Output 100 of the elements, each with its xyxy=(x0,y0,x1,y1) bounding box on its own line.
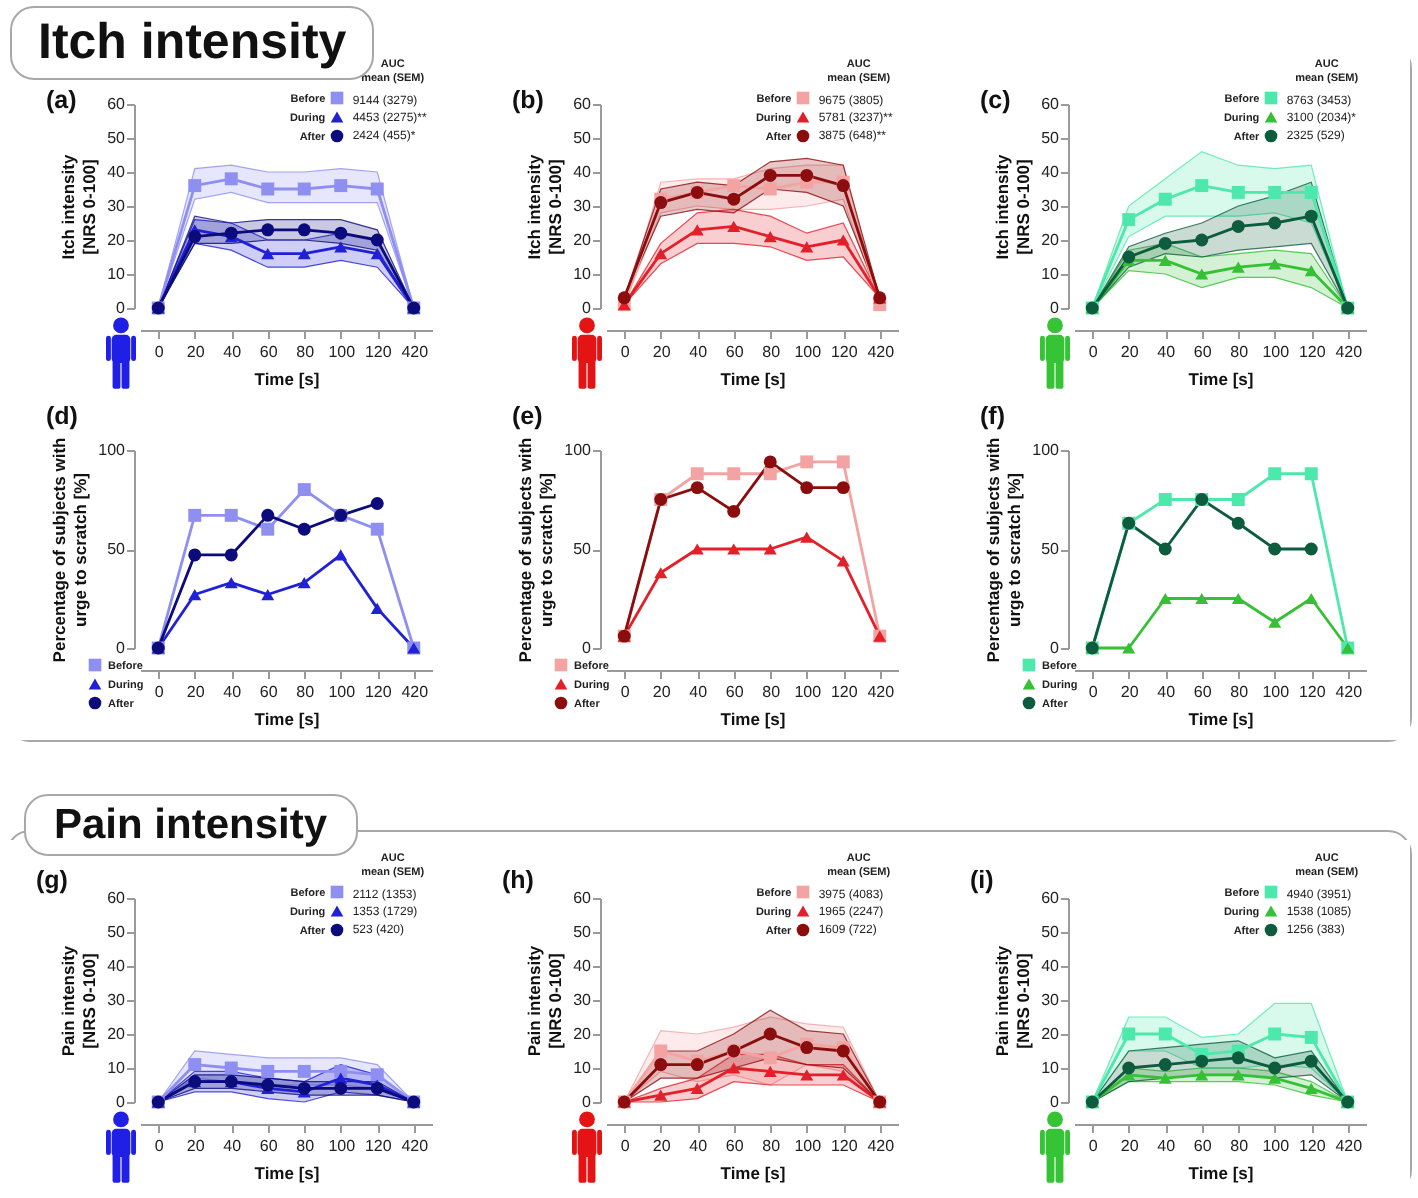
x-tick-label: 40 xyxy=(689,343,709,361)
y-tick-label: 60 xyxy=(1041,95,1061,113)
y-axis-title: Pain intensity [NRS 0-100] xyxy=(58,945,100,1057)
x-axis-title: Time [s] xyxy=(1188,369,1254,389)
x-tick-label: 0 xyxy=(154,1137,165,1155)
x-tick-label: 60 xyxy=(259,1137,279,1155)
y-tick-label: 10 xyxy=(1041,1059,1061,1077)
chart-title: (d) xyxy=(46,402,78,430)
y-axis-title: Itch intensity [NRS 0-100] xyxy=(524,154,566,260)
x-tick-label: 120 xyxy=(830,683,859,701)
x-tick-label: 20 xyxy=(1120,1137,1140,1155)
x-tick-label: 100 xyxy=(1262,1137,1291,1155)
x-tick-label: 40 xyxy=(223,1137,243,1155)
y-axis-title: Itch intensity [NRS 0-100] xyxy=(992,154,1034,260)
x-tick-label: 20 xyxy=(186,683,206,701)
y-tick-label: 50 xyxy=(107,129,127,147)
y-tick-label: 50 xyxy=(107,540,127,558)
x-tick-label: 120 xyxy=(364,343,393,361)
x-tick-label: 60 xyxy=(259,683,279,701)
x-tick-label: 420 xyxy=(401,1137,430,1155)
x-tick-label: 420 xyxy=(867,683,896,701)
x-tick-label: 40 xyxy=(1157,683,1177,701)
y-axis-title: Itch intensity [NRS 0-100] xyxy=(58,154,100,260)
x-tick-label: 120 xyxy=(364,683,393,701)
y-tick-label: 100 xyxy=(98,441,127,459)
y-tick-label: 50 xyxy=(573,540,593,558)
x-tick-label: 60 xyxy=(725,1137,745,1155)
y-tick-label: 100 xyxy=(564,441,593,459)
y-tick-label: 30 xyxy=(1041,991,1061,1009)
x-tick-label: 60 xyxy=(725,343,745,361)
x-axis-title: Time [s] xyxy=(720,1163,786,1183)
y-tick-label: 0 xyxy=(116,1093,127,1111)
y-tick-label: 0 xyxy=(116,299,127,317)
y-tick-label: 100 xyxy=(1032,441,1061,459)
y-tick-label: 30 xyxy=(573,197,593,215)
x-tick-label: 20 xyxy=(652,683,672,701)
x-tick-label: 20 xyxy=(1120,683,1140,701)
y-tick-label: 50 xyxy=(573,923,593,941)
x-tick-label: 120 xyxy=(364,1137,393,1155)
x-tick-label: 80 xyxy=(296,683,316,701)
x-tick-label: 0 xyxy=(1088,1137,1099,1155)
x-tick-label: 60 xyxy=(1193,343,1213,361)
x-tick-label: 0 xyxy=(154,683,165,701)
x-tick-label: 80 xyxy=(1230,683,1250,701)
y-tick-label: 30 xyxy=(1041,197,1061,215)
x-tick-label: 40 xyxy=(689,1137,709,1155)
y-tick-label: 20 xyxy=(573,231,593,249)
y-tick-label: 20 xyxy=(107,1025,127,1043)
x-tick-label: 120 xyxy=(1298,683,1327,701)
y-tick-label: 10 xyxy=(107,265,127,283)
y-axis-title: Percentage of subjects with urge to scratch [%] xyxy=(983,437,1025,663)
x-tick-label: 80 xyxy=(1230,1137,1250,1155)
chart-title: (c) xyxy=(980,86,1011,114)
y-axis-title: Pain intensity [NRS 0-100] xyxy=(992,945,1034,1057)
x-tick-label: 40 xyxy=(223,683,243,701)
y-tick-label: 0 xyxy=(116,639,127,657)
x-tick-label: 0 xyxy=(620,1137,631,1155)
x-tick-label: 60 xyxy=(259,343,279,361)
x-tick-label: 0 xyxy=(154,343,165,361)
y-tick-label: 50 xyxy=(1041,923,1061,941)
x-tick-label: 420 xyxy=(1335,343,1364,361)
y-tick-label: 50 xyxy=(1041,129,1061,147)
x-tick-label: 0 xyxy=(1088,343,1099,361)
chart-title: (h) xyxy=(502,866,534,894)
x-tick-label: 100 xyxy=(1262,343,1291,361)
y-tick-label: 0 xyxy=(582,299,593,317)
y-tick-label: 0 xyxy=(582,1093,593,1111)
x-tick-label: 120 xyxy=(1298,1137,1327,1155)
y-axis-title: Pain intensity [NRS 0-100] xyxy=(524,945,566,1057)
text: Pain intensity xyxy=(54,802,328,848)
x-tick-label: 420 xyxy=(401,343,430,361)
y-tick-label: 0 xyxy=(1050,299,1061,317)
text: Itch intensity xyxy=(38,14,347,70)
x-tick-label: 120 xyxy=(1298,343,1327,361)
x-tick-label: 20 xyxy=(652,1137,672,1155)
y-tick-label: 40 xyxy=(1041,163,1061,181)
x-tick-label: 100 xyxy=(794,343,823,361)
x-tick-label: 40 xyxy=(223,343,243,361)
y-tick-label: 60 xyxy=(107,95,127,113)
x-tick-label: 20 xyxy=(652,343,672,361)
y-tick-label: 30 xyxy=(107,991,127,1009)
x-axis-title: Time [s] xyxy=(720,709,786,729)
x-tick-label: 420 xyxy=(401,683,430,701)
y-tick-label: 10 xyxy=(1041,265,1061,283)
y-axis-title: Percentage of subjects with urge to scratch [%] xyxy=(49,437,91,663)
y-tick-label: 20 xyxy=(1041,231,1061,249)
x-tick-label: 40 xyxy=(1157,1137,1177,1155)
x-tick-label: 120 xyxy=(830,1137,859,1155)
x-tick-label: 80 xyxy=(296,1137,316,1155)
x-tick-label: 100 xyxy=(1262,683,1291,701)
x-tick-label: 100 xyxy=(794,683,823,701)
x-tick-label: 60 xyxy=(725,683,745,701)
chart-title: (e) xyxy=(512,402,543,430)
x-tick-label: 100 xyxy=(328,1137,357,1155)
x-tick-label: 420 xyxy=(1335,1137,1364,1155)
y-tick-label: 60 xyxy=(573,889,593,907)
x-tick-label: 40 xyxy=(1157,343,1177,361)
x-tick-label: 80 xyxy=(296,343,316,361)
x-tick-label: 420 xyxy=(867,1137,896,1155)
y-tick-label: 10 xyxy=(573,1059,593,1077)
